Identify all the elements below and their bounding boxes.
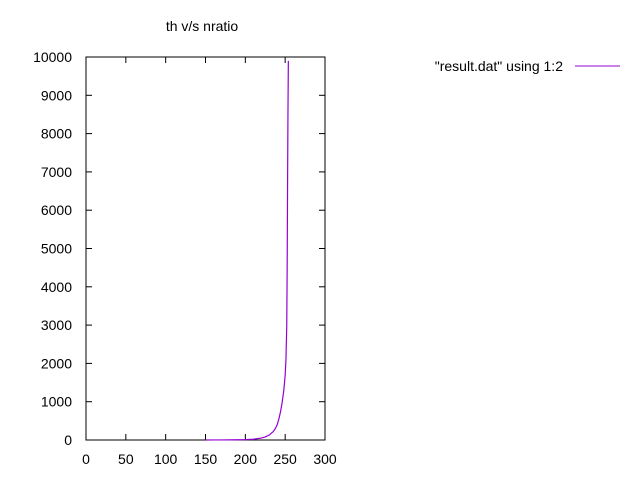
plot-border (85, 56, 326, 441)
x-tick-label: 0 (82, 451, 90, 467)
y-tick-label: 8000 (41, 126, 72, 142)
y-tick-label: 1000 (41, 394, 72, 410)
y-tick-label: 9000 (41, 87, 72, 103)
x-tick-label: 250 (273, 451, 297, 467)
y-tick-label: 6000 (41, 202, 72, 218)
y-tick-label: 3000 (41, 317, 72, 333)
series-line (205, 60, 289, 441)
x-tick-label: 150 (194, 451, 218, 467)
legend: "result.dat" using 1:2 (435, 58, 620, 74)
y-tick-label: 4000 (41, 279, 72, 295)
chart-title: th v/s nratio (166, 18, 239, 34)
legend-label: "result.dat" using 1:2 (435, 58, 563, 74)
y-tick-label: 2000 (41, 355, 72, 371)
x-tick-label: 300 (313, 451, 337, 467)
y-tick-label: 5000 (41, 241, 72, 257)
plot-frame (85, 56, 326, 441)
x-tick-label: 200 (234, 451, 258, 467)
x-axis: 0 50 100 150 200 250 300 (82, 57, 337, 467)
y-tick-label: 10000 (33, 49, 72, 65)
series-layer (205, 60, 289, 441)
x-tick-label: 50 (118, 451, 134, 467)
y-axis: 0 1000 2000 3000 4000 5000 6000 7000 8000 9000 100… (33, 49, 325, 448)
x-tick-label: 100 (154, 451, 178, 467)
y-tick-label: 0 (64, 432, 72, 448)
y-tick-label: 7000 (41, 164, 72, 180)
